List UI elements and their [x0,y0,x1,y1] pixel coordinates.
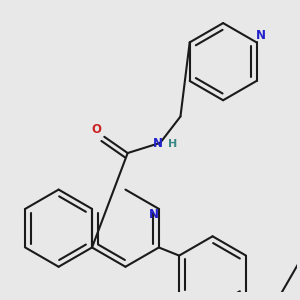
Text: H: H [168,139,177,149]
Text: N: N [153,137,163,150]
Text: N: N [149,208,159,221]
Text: O: O [91,123,101,136]
Text: N: N [256,29,266,42]
